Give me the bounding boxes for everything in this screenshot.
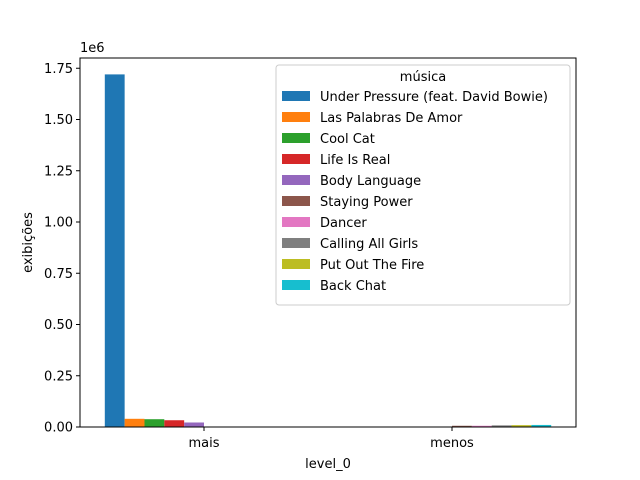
legend-entry-label: Staying Power — [320, 195, 413, 210]
bar-put-out-the-fire-menos — [511, 425, 532, 427]
bar-calling-all-girls-menos — [491, 425, 512, 427]
x-axis-label: level_0 — [305, 457, 351, 472]
legend-swatch — [282, 259, 310, 269]
legend: música Under Pressure (feat. David Bowie)… — [275, 64, 571, 306]
legend-swatch — [282, 196, 310, 206]
y-offset-text: 1e6 — [80, 41, 105, 56]
bar-dancer-menos — [471, 425, 492, 427]
bar-life-is-real-mais — [164, 420, 185, 427]
bar-cool-cat-mais — [144, 419, 165, 427]
y-tick-label: 0.00 — [44, 421, 73, 436]
y-tick-label: 0.75 — [44, 267, 73, 282]
plot-frame — [79, 57, 577, 428]
bar-staying-power-menos — [452, 425, 472, 427]
y-tick-label: 1.25 — [44, 164, 73, 179]
y-tick-label: 1.50 — [44, 113, 73, 128]
legend-entry-label: Life Is Real — [320, 153, 390, 168]
x-tick-label: mais — [188, 436, 219, 451]
bar-back-chat-menos — [531, 424, 552, 427]
y-tick-label: 1.00 — [44, 216, 73, 231]
axes-group: 0.00 0.25 0.50 0.75 1.00 1.25 1.50 1.75 mais meno… — [44, 57, 577, 451]
y-axis-label: exibições — [21, 212, 36, 273]
legend-swatch — [282, 238, 310, 248]
legend-swatch — [282, 154, 310, 164]
bar-under-pressure-feat-david-bowie--mais — [104, 74, 125, 428]
legend-entry-label: Body Language — [320, 174, 421, 189]
legend-entry-label: Back Chat — [320, 279, 386, 294]
legend-title: música — [400, 70, 446, 85]
bar-body-language-mais — [184, 422, 204, 427]
legend-swatch — [282, 175, 310, 185]
bars-group — [104, 74, 552, 428]
y-tick-label: 1.75 — [44, 62, 73, 77]
legend-swatch — [282, 280, 310, 290]
bar-las-palabras-de-amor-mais — [124, 418, 145, 427]
legend-swatch — [282, 91, 310, 101]
y-tick-label: 0.25 — [44, 369, 73, 384]
x-tick-label: menos — [430, 436, 474, 451]
y-tick-label: 0.50 — [44, 318, 73, 333]
legend-entry-label: Las Palabras De Amor — [320, 111, 463, 126]
legend-swatch — [282, 133, 310, 143]
legend-entry-label: Calling All Girls — [320, 237, 418, 252]
legend-entry-label: Cool Cat — [320, 132, 375, 147]
legend-entry-label: Put Out The Fire — [320, 258, 424, 273]
legend-swatch — [282, 217, 310, 227]
legend-swatch — [282, 112, 310, 122]
legend-box — [275, 64, 571, 306]
legend-entry-label: Dancer — [320, 216, 367, 231]
legend-entry-label: Under Pressure (feat. David Bowie) — [320, 90, 548, 105]
